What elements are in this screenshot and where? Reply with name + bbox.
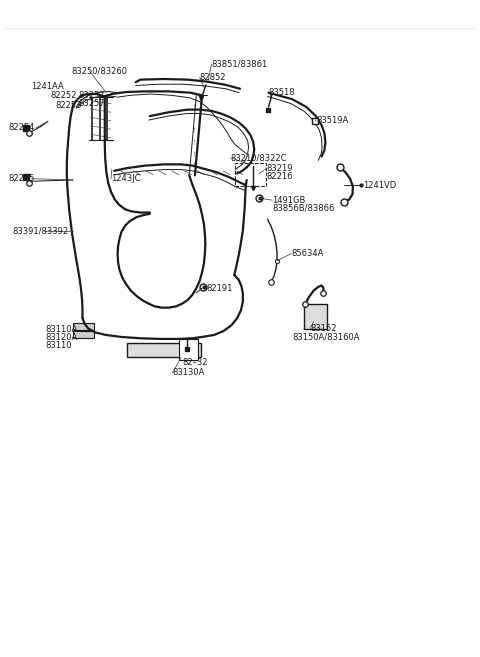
Bar: [127, 343, 201, 357]
Text: 82252: 82252: [50, 91, 77, 100]
Text: 83130A: 83130A: [173, 369, 205, 377]
Text: 83150A/83160A: 83150A/83160A: [292, 332, 360, 342]
Bar: [304, 304, 327, 328]
Text: 83250/83260: 83250/83260: [72, 66, 128, 76]
Text: 1241AA: 1241AA: [31, 81, 64, 91]
Text: 83110: 83110: [46, 341, 72, 350]
Text: 83110A: 83110A: [46, 325, 78, 334]
Text: 83851/83861: 83851/83861: [212, 60, 268, 68]
Bar: [73, 331, 95, 338]
Text: 1241VD: 1241VD: [363, 181, 396, 190]
Text: 83856B/83866: 83856B/83866: [272, 204, 335, 212]
Bar: [73, 323, 95, 330]
Text: 83219: 83219: [266, 164, 293, 173]
Text: 83120A: 83120A: [46, 333, 78, 342]
Text: 82191: 82191: [207, 284, 233, 292]
Text: 83518: 83518: [268, 88, 295, 97]
Bar: [179, 339, 198, 360]
Text: 83210/8322C: 83210/8322C: [230, 153, 287, 162]
Text: 85634A: 85634A: [291, 249, 324, 258]
Text: 1491GB: 1491GB: [272, 196, 306, 205]
Text: 1243JC: 1243JC: [111, 174, 141, 183]
Text: 82253: 82253: [55, 101, 82, 110]
Bar: [235, 163, 266, 187]
Text: 83257: 83257: [79, 99, 105, 108]
Text: 82852: 82852: [200, 73, 226, 82]
Text: 83152: 83152: [310, 324, 336, 333]
Text: 82254: 82254: [9, 124, 35, 132]
Text: 82255: 82255: [9, 174, 35, 183]
Text: 82–32: 82–32: [182, 358, 208, 367]
Text: 83391/83392: 83391/83392: [12, 226, 68, 235]
Text: 83519A: 83519A: [316, 116, 348, 125]
Text: 83257: 83257: [79, 91, 105, 100]
Text: 82216: 82216: [266, 172, 293, 181]
